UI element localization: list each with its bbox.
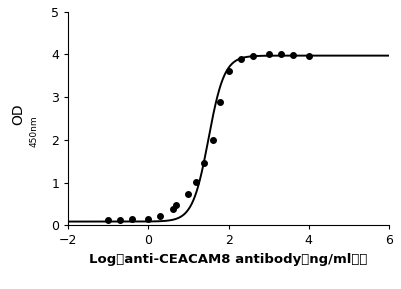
X-axis label: Log（anti-CEACAM8 antibody（ng/ml））: Log（anti-CEACAM8 antibody（ng/ml）） — [89, 253, 368, 266]
Point — [173, 203, 180, 207]
Point — [225, 69, 232, 74]
Point — [277, 52, 284, 57]
Text: OD: OD — [12, 103, 25, 125]
Point — [105, 218, 111, 223]
Point — [145, 216, 152, 221]
Point — [290, 53, 296, 58]
Point — [201, 160, 208, 165]
Point — [237, 57, 244, 62]
Point — [209, 138, 216, 142]
Point — [217, 100, 223, 105]
Point — [157, 214, 164, 218]
Point — [249, 53, 256, 58]
Point — [192, 179, 199, 184]
Text: 450nm: 450nm — [30, 116, 39, 147]
Point — [306, 53, 312, 58]
Point — [117, 218, 124, 223]
Point — [185, 192, 192, 197]
Point — [169, 207, 176, 212]
Point — [129, 217, 136, 222]
Point — [265, 52, 272, 57]
